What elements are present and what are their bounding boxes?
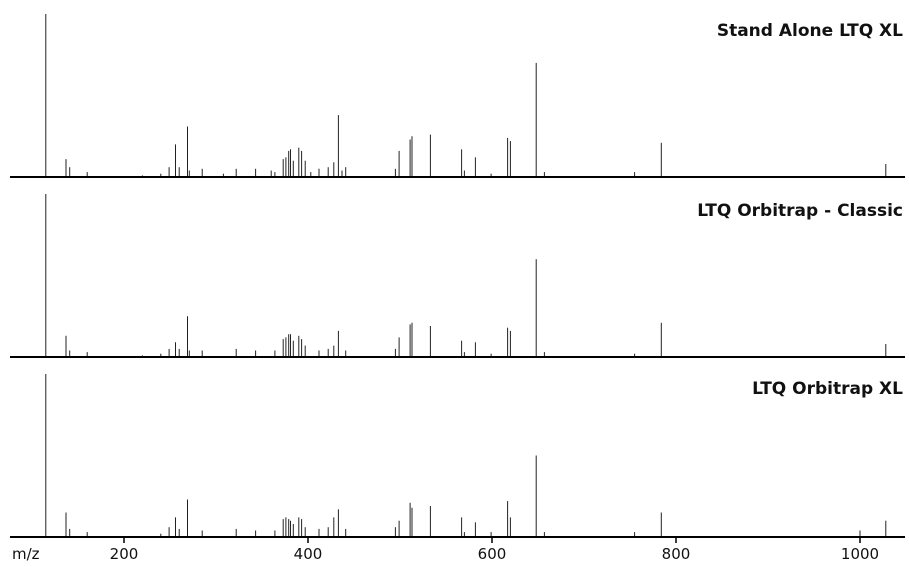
x-tick-label: 1000 (841, 545, 879, 563)
x-axis-label: m/z (12, 545, 40, 563)
x-axis: m/z 200 400 600 800 1000 (12, 537, 879, 563)
panel-title: Stand Alone LTQ XL (717, 21, 903, 41)
peak-group (45, 14, 887, 177)
peak-group (45, 374, 887, 537)
x-tick-label: 600 (478, 545, 507, 563)
x-tick-label: 200 (110, 545, 139, 563)
panel-title: LTQ Orbitrap XL (752, 379, 903, 399)
x-tick-label: 800 (662, 545, 691, 563)
spectrum-panel-2: LTQ Orbitrap - Classic (10, 194, 905, 358)
spectrum-panel-1: Stand Alone LTQ XL (10, 14, 905, 178)
spectrum-panel-3: LTQ Orbitrap XL (10, 374, 905, 538)
peak-group (45, 194, 887, 357)
x-tick-label: 400 (294, 545, 323, 563)
panel-title: LTQ Orbitrap - Classic (697, 201, 903, 221)
